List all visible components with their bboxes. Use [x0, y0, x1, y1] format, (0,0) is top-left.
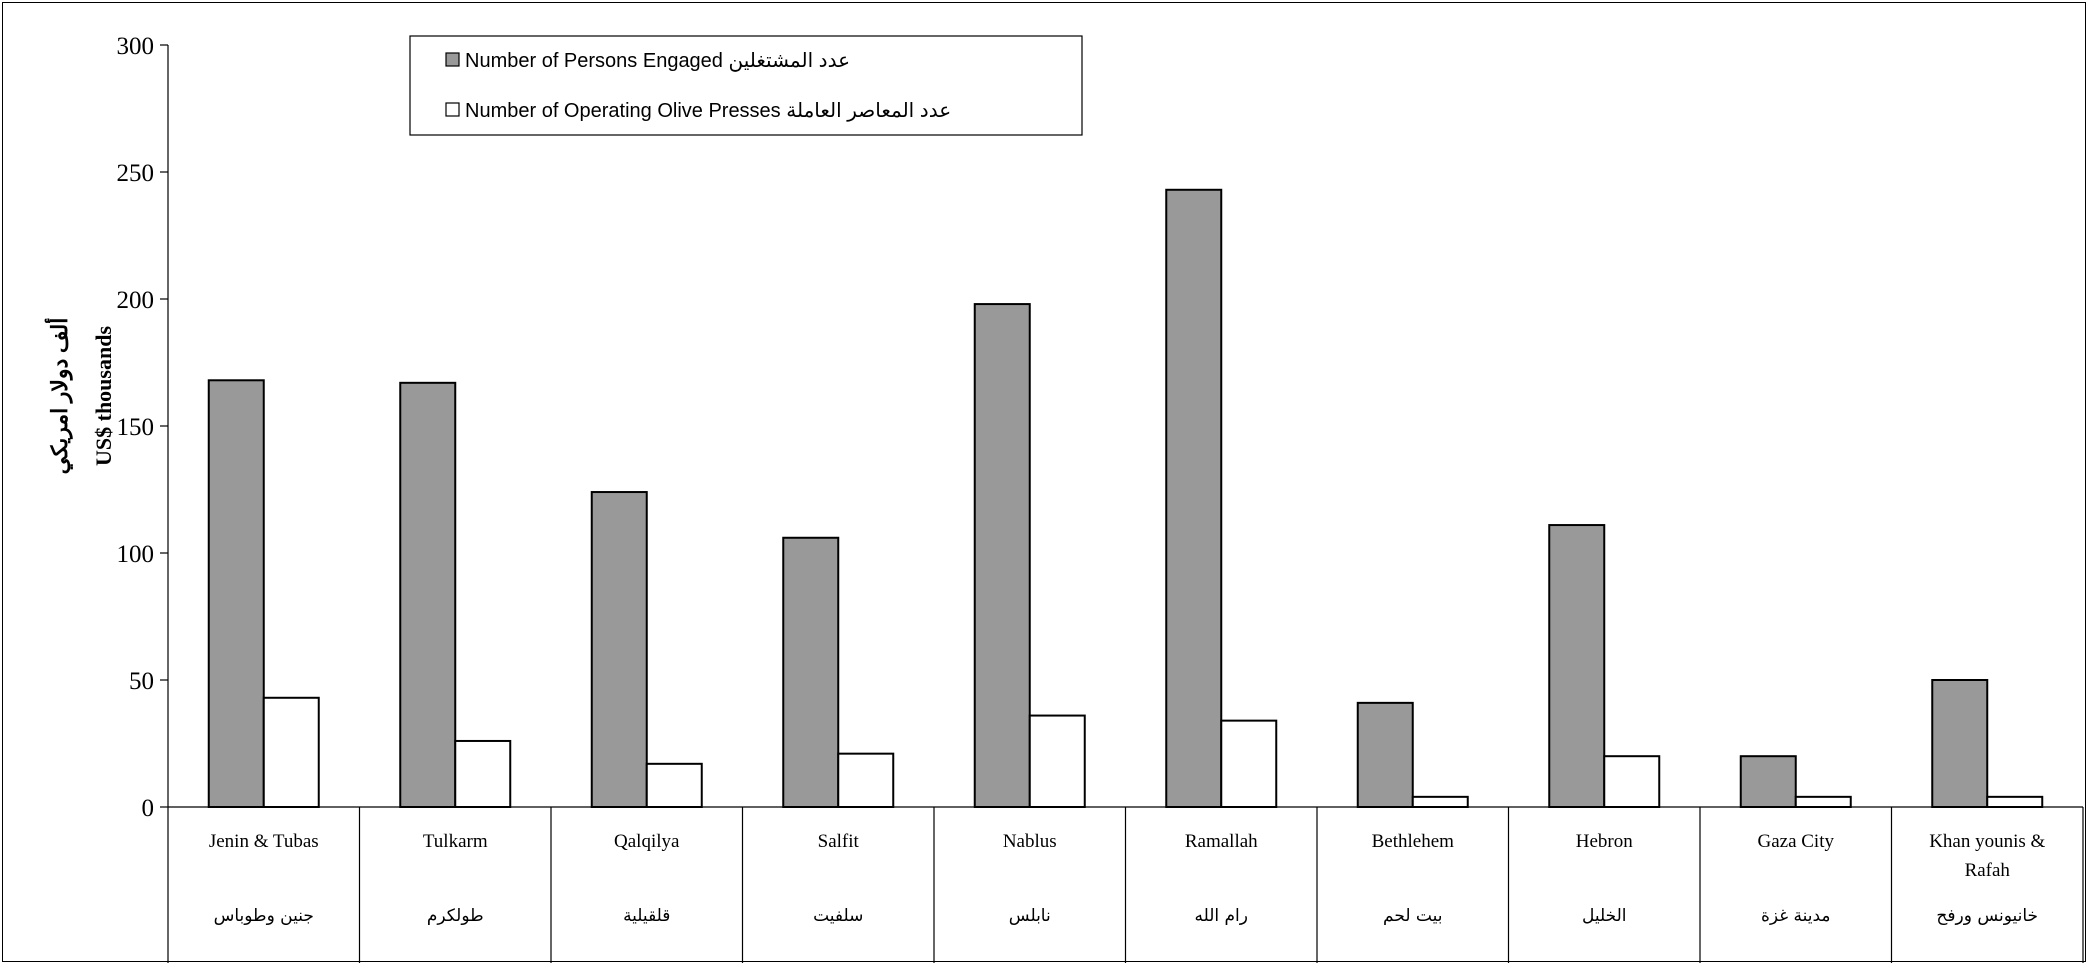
x-category-label-ar: قلقيلية — [623, 906, 670, 926]
bar-persons-engaged — [1549, 525, 1604, 807]
bar-persons-engaged — [1741, 756, 1796, 807]
bar-persons-engaged — [1932, 680, 1987, 807]
bar-olive-presses — [264, 698, 319, 807]
bar-olive-presses — [1221, 721, 1276, 807]
bar-persons-engaged — [209, 380, 264, 807]
x-category-label: Ramallah — [1185, 831, 1258, 852]
bar-persons-engaged — [592, 492, 647, 807]
x-category-label: Hebron — [1576, 831, 1633, 852]
legend: Number of Persons Engaged عدد المشتغلين … — [410, 36, 1082, 135]
x-category-label: Tulkarm — [423, 831, 488, 852]
bar-persons-engaged — [1166, 190, 1221, 807]
x-category-label: Khan younis & — [1929, 831, 2045, 852]
y-tick-label: 150 — [117, 414, 155, 441]
x-category-label-ar: مدينة غزة — [1761, 906, 1831, 926]
y-axis-title: ألف دولار امريكي US$ thousands — [44, 318, 116, 475]
y-tick-label: 300 — [117, 33, 155, 60]
bar-persons-engaged — [400, 383, 455, 807]
bar-persons-engaged — [975, 304, 1030, 807]
bar-olive-presses — [647, 764, 702, 807]
x-category-label-ar: طولكرم — [427, 906, 484, 926]
x-category-label: Bethlehem — [1372, 831, 1455, 852]
y-axis-title-ar: ألف دولار امريكي — [44, 318, 73, 475]
x-category-label-ar: نابلس — [1009, 906, 1051, 926]
y-tick-label: 0 — [142, 795, 155, 822]
y-tick-label: 50 — [129, 668, 154, 695]
bars — [209, 190, 2043, 807]
y-tick-label: 100 — [117, 541, 155, 568]
bar-persons-engaged — [783, 538, 838, 807]
x-category-label: Nablus — [1003, 831, 1057, 852]
y-axis-title-en: US$ thousands — [91, 326, 116, 466]
legend-label-persons-engaged: Number of Persons Engaged عدد المشتغلين — [465, 50, 850, 72]
x-category-label: Salfit — [818, 831, 860, 852]
x-category-label-ar: الخليل — [1582, 906, 1627, 926]
legend-label-olive-presses: Number of Operating Olive Presses عدد ال… — [465, 100, 951, 122]
bar-persons-engaged — [1358, 703, 1413, 807]
legend-swatch-persons-engaged — [446, 53, 459, 66]
bar-olive-presses — [1030, 716, 1085, 807]
y-tick-label: 200 — [117, 287, 155, 314]
bar-olive-presses — [455, 741, 510, 807]
bar-olive-presses — [1987, 797, 2042, 807]
x-category-label: Gaza City — [1757, 831, 1834, 852]
bar-olive-presses — [1604, 756, 1659, 807]
x-category-label-ar: سلفيت — [813, 906, 863, 926]
bar-chart: ألف دولار امريكي US$ thousands 0 50 100 150… — [3, 3, 2087, 963]
bar-olive-presses — [838, 754, 893, 807]
bar-olive-presses — [1413, 797, 1468, 807]
y-tick-label: 250 — [117, 160, 155, 187]
legend-swatch-olive-presses — [446, 103, 459, 116]
x-category-label-ar: جنين وطوباس — [214, 906, 314, 926]
x-category-label: Rafah — [1965, 860, 2011, 881]
bar-olive-presses — [1796, 797, 1851, 807]
x-category-label-ar: بيت لحم — [1383, 906, 1442, 926]
y-axis: 0 50 100 150 200 250 300 — [117, 33, 169, 822]
x-category-label: Jenin & Tubas — [209, 831, 319, 852]
x-category-label: Qalqilya — [614, 831, 680, 852]
x-category-label-ar: رام الله — [1194, 906, 1248, 926]
x-axis: Jenin & Tubas جنين وطوباس Tulkarm طولكرم Qal… — [168, 807, 2083, 963]
x-category-label-ar: خانيونس ورفح — [1936, 906, 2038, 926]
